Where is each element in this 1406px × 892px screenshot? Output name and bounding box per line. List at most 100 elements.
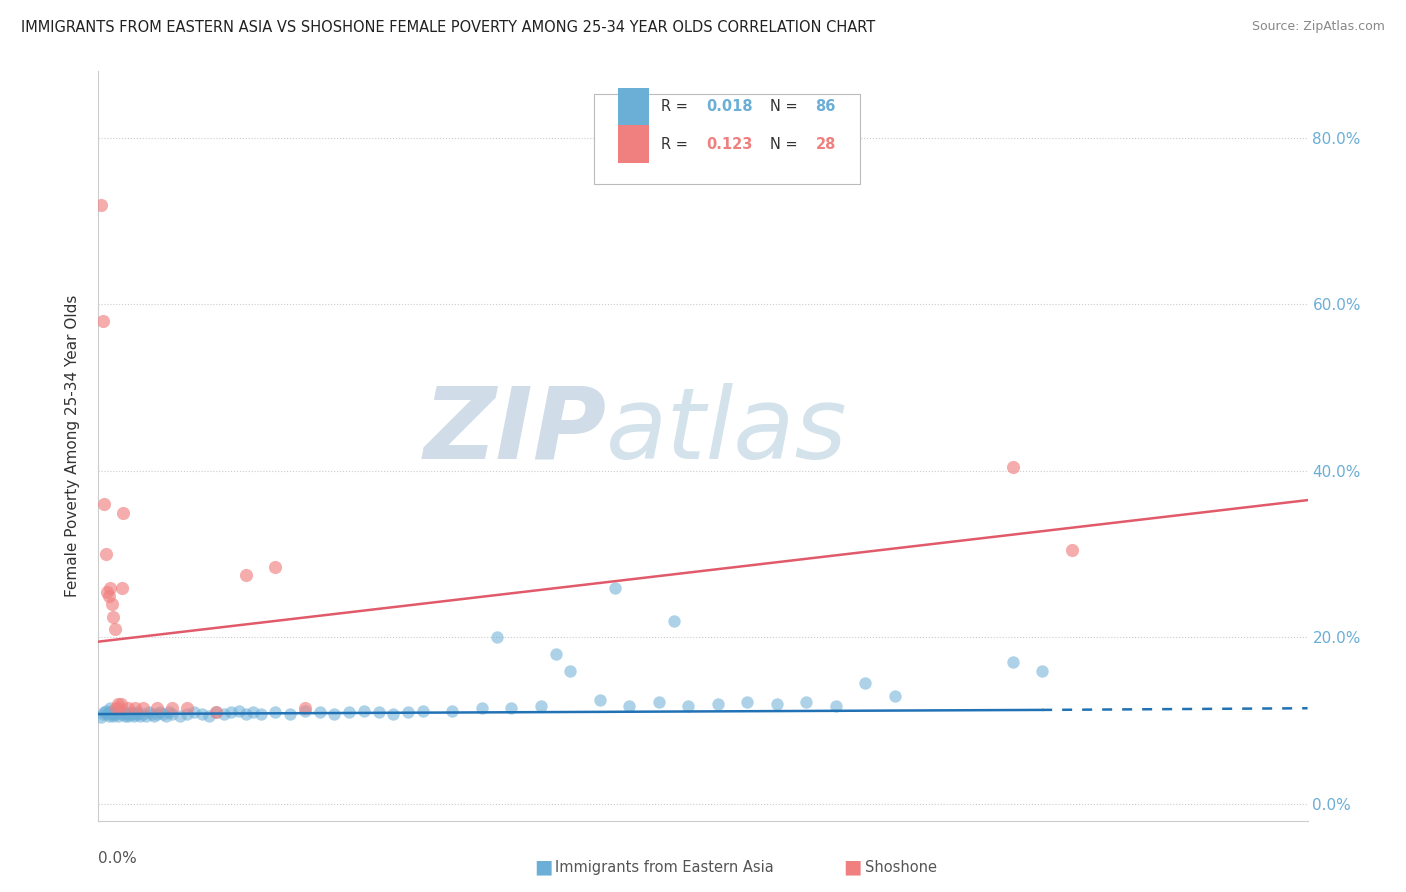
Point: [143, 708, 166, 723]
Point: [101, 609, 124, 624]
Point: [111, 581, 134, 595]
Text: 0.0%: 0.0%: [98, 851, 138, 865]
Point: [382, 707, 405, 722]
Point: [794, 695, 817, 709]
Point: [104, 622, 127, 636]
Point: [131, 707, 153, 722]
Point: [735, 695, 758, 709]
Point: [90, 709, 112, 723]
Point: [441, 704, 464, 718]
Point: [98, 581, 121, 595]
Point: [118, 707, 141, 722]
Point: [125, 706, 148, 720]
Point: [883, 689, 905, 703]
Text: 86: 86: [815, 99, 835, 114]
Point: [138, 706, 160, 720]
Point: [98, 701, 121, 715]
Point: [91, 314, 114, 328]
Point: [249, 707, 271, 722]
Point: [105, 701, 128, 715]
Point: [135, 708, 157, 723]
Point: [589, 693, 612, 707]
Point: [146, 701, 169, 715]
Point: [127, 707, 149, 722]
Point: [471, 701, 494, 715]
Point: [396, 706, 419, 720]
Point: [678, 698, 700, 713]
Point: [114, 708, 136, 723]
Point: [107, 708, 129, 723]
Point: [90, 197, 112, 211]
Point: [97, 589, 120, 603]
Point: [176, 701, 198, 715]
Point: [128, 708, 150, 723]
Point: [112, 704, 135, 718]
Point: [485, 631, 508, 645]
Point: [235, 707, 257, 722]
Text: 28: 28: [815, 136, 835, 152]
Point: [101, 707, 124, 722]
Point: [1001, 656, 1024, 670]
Point: [1031, 664, 1053, 678]
Point: [100, 704, 122, 718]
Point: [294, 701, 316, 715]
Text: N =: N =: [769, 136, 801, 152]
Text: 0.018: 0.018: [707, 99, 754, 114]
Point: [100, 707, 122, 722]
Point: [96, 707, 118, 722]
Point: [108, 704, 131, 718]
Point: [117, 701, 139, 715]
Point: [160, 707, 183, 722]
Point: [235, 568, 257, 582]
Point: [198, 708, 221, 723]
Point: [115, 707, 138, 722]
Text: Source: ZipAtlas.com: Source: ZipAtlas.com: [1251, 20, 1385, 33]
Point: [1001, 459, 1024, 474]
Point: [131, 701, 153, 715]
Point: [101, 708, 124, 723]
Point: [190, 707, 212, 722]
Point: [110, 706, 132, 720]
Point: [323, 707, 346, 722]
Point: [94, 547, 117, 561]
Point: [294, 704, 316, 718]
Point: [412, 704, 434, 718]
Point: [662, 614, 685, 628]
FancyBboxPatch shape: [619, 87, 648, 125]
Point: [112, 506, 135, 520]
Point: [501, 701, 523, 715]
Point: [824, 698, 846, 713]
Point: [107, 697, 129, 711]
Point: [93, 497, 115, 511]
Point: [98, 706, 121, 720]
Point: [205, 706, 228, 720]
Text: 0.123: 0.123: [707, 136, 754, 152]
Y-axis label: Female Poverty Among 25-34 Year Olds: Female Poverty Among 25-34 Year Olds: [65, 295, 80, 597]
Point: [228, 704, 250, 718]
Point: [242, 706, 264, 720]
Point: [149, 706, 172, 720]
Point: [122, 708, 145, 723]
Point: [124, 707, 146, 722]
Point: [337, 706, 360, 720]
Point: [97, 708, 120, 723]
Point: [264, 706, 287, 720]
Point: [94, 704, 117, 718]
Point: [560, 664, 582, 678]
Point: [706, 697, 728, 711]
Point: [765, 697, 787, 711]
Point: [105, 707, 128, 722]
Point: [219, 706, 242, 720]
Text: Immigrants from Eastern Asia: Immigrants from Eastern Asia: [555, 860, 775, 874]
Point: [91, 707, 114, 722]
Point: [176, 707, 198, 722]
Point: [264, 559, 287, 574]
Text: R =: R =: [661, 136, 692, 152]
Point: [853, 676, 876, 690]
Point: [278, 707, 301, 722]
Point: [104, 706, 127, 720]
Text: R =: R =: [661, 99, 692, 114]
Point: [96, 584, 118, 599]
Point: [169, 708, 191, 723]
Point: [603, 581, 626, 595]
